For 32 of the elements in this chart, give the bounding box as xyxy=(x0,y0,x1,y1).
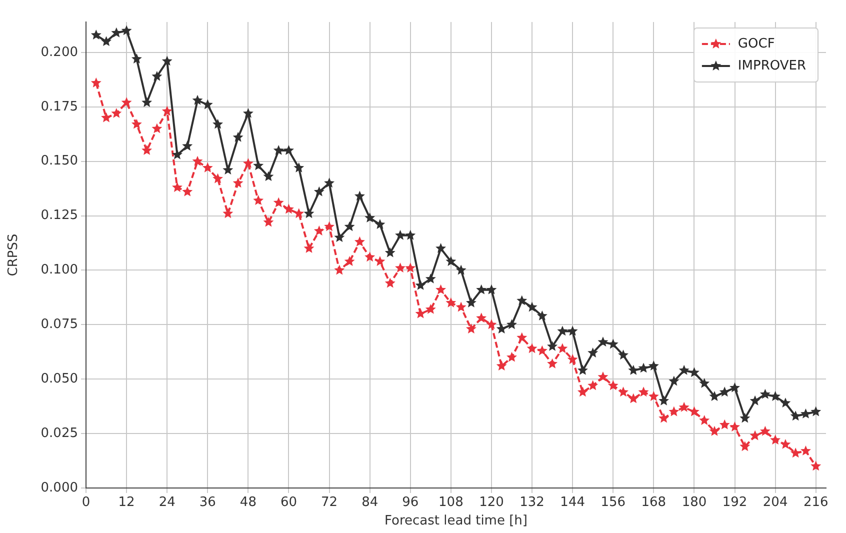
x-tick-label: 60 xyxy=(280,495,298,510)
y-tick-label: 0.050 xyxy=(40,371,78,386)
y-tick-label: 0.000 xyxy=(40,480,78,496)
x-tick-label: 108 xyxy=(438,495,464,510)
y-tick-label: 0.100 xyxy=(40,262,78,278)
x-axis-title: Forecast lead time [h] xyxy=(384,514,528,529)
x-tick-label: 120 xyxy=(479,495,504,510)
x-tick-label: 180 xyxy=(682,495,707,510)
x-tick-label: 84 xyxy=(362,495,378,510)
x-tick-label: 48 xyxy=(240,495,256,510)
legend-label: IMPROVER xyxy=(738,58,806,74)
x-tick-label: 36 xyxy=(199,495,216,510)
y-axis-title: CRPSS xyxy=(6,234,22,276)
legend-label: GOCF xyxy=(738,36,775,52)
y-tick-label: 0.175 xyxy=(40,99,78,114)
x-tick-label: 144 xyxy=(560,495,585,510)
x-tick-label: 168 xyxy=(641,495,666,510)
x-tick-label: 96 xyxy=(402,495,419,510)
y-tick-label: 0.200 xyxy=(40,44,78,60)
x-tick-label: 12 xyxy=(118,495,135,510)
x-tick-label: 192 xyxy=(722,495,748,510)
y-tick-label: 0.150 xyxy=(40,154,78,169)
x-tick-label: 216 xyxy=(803,495,828,510)
y-tick-label: 0.025 xyxy=(40,426,78,441)
x-tick-label: 0 xyxy=(82,495,90,510)
y-tick-label: 0.075 xyxy=(40,317,78,332)
x-tick-label: 132 xyxy=(520,495,544,510)
x-tick-label: 72 xyxy=(321,495,338,510)
x-tick-label: 24 xyxy=(158,495,176,510)
y-tick-label: 0.125 xyxy=(40,208,78,224)
x-tick-label: 156 xyxy=(600,495,626,510)
x-tick-label: 204 xyxy=(762,495,788,510)
